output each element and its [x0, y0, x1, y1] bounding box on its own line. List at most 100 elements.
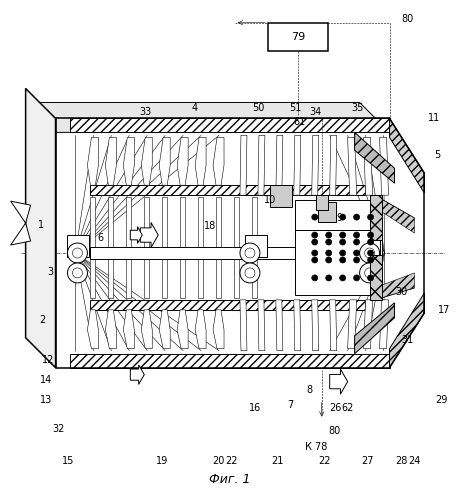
Polygon shape [177, 310, 188, 348]
Bar [90, 300, 364, 310]
Circle shape [339, 239, 345, 245]
Bar [294, 200, 379, 265]
Circle shape [325, 232, 331, 238]
Circle shape [325, 239, 331, 245]
Text: 62: 62 [341, 402, 353, 412]
Circle shape [311, 214, 317, 220]
Polygon shape [329, 300, 336, 350]
Text: 12: 12 [42, 354, 55, 364]
Text: 61: 61 [293, 118, 305, 128]
Polygon shape [162, 259, 167, 298]
Polygon shape [198, 197, 202, 247]
Circle shape [325, 250, 331, 256]
Text: 5: 5 [433, 150, 440, 160]
Text: 8: 8 [306, 384, 312, 394]
Circle shape [367, 250, 373, 256]
Polygon shape [354, 132, 394, 183]
Circle shape [367, 275, 373, 281]
Text: 33: 33 [139, 108, 151, 118]
Text: 9: 9 [336, 213, 342, 223]
Text: 3: 3 [47, 267, 54, 277]
Text: 80: 80 [328, 426, 340, 436]
Bar [317, 202, 335, 222]
Circle shape [339, 250, 345, 256]
Text: 50: 50 [251, 104, 263, 114]
Circle shape [311, 232, 317, 238]
Polygon shape [216, 259, 220, 298]
Circle shape [353, 250, 359, 256]
Circle shape [339, 275, 345, 281]
Polygon shape [195, 310, 206, 348]
Polygon shape [354, 303, 394, 354]
Circle shape [339, 214, 345, 220]
Polygon shape [195, 138, 206, 185]
Text: 2: 2 [39, 315, 45, 325]
Text: 32: 32 [52, 424, 65, 434]
Text: 22: 22 [318, 456, 330, 466]
Polygon shape [123, 138, 134, 185]
Polygon shape [141, 138, 152, 185]
Bar [269, 185, 291, 207]
Circle shape [240, 263, 259, 283]
Circle shape [367, 239, 373, 245]
Text: 13: 13 [40, 394, 53, 404]
Polygon shape [374, 273, 414, 300]
Polygon shape [126, 259, 131, 298]
Text: 24: 24 [408, 456, 420, 466]
Polygon shape [123, 310, 134, 348]
Bar [70, 118, 389, 132]
Circle shape [353, 214, 359, 220]
Circle shape [339, 257, 345, 263]
Polygon shape [363, 138, 372, 195]
Polygon shape [293, 300, 300, 350]
Polygon shape [87, 138, 98, 185]
Circle shape [311, 250, 317, 256]
Circle shape [311, 239, 317, 245]
Circle shape [359, 243, 379, 263]
Circle shape [67, 243, 87, 263]
Bar [70, 354, 389, 368]
Circle shape [325, 257, 331, 263]
Polygon shape [198, 259, 202, 298]
Polygon shape [234, 259, 239, 298]
Polygon shape [257, 300, 264, 350]
Polygon shape [293, 136, 300, 195]
Polygon shape [389, 293, 424, 368]
Bar [267, 22, 327, 50]
Text: 20: 20 [212, 456, 224, 466]
Circle shape [359, 263, 379, 283]
Text: 10: 10 [263, 195, 275, 205]
Polygon shape [389, 118, 424, 193]
Polygon shape [108, 259, 113, 298]
Polygon shape [11, 201, 31, 223]
Text: 31: 31 [400, 334, 413, 344]
Polygon shape [311, 300, 318, 350]
Polygon shape [162, 197, 167, 247]
Polygon shape [347, 300, 356, 348]
Text: 51: 51 [289, 104, 301, 114]
Circle shape [353, 275, 359, 281]
Polygon shape [26, 88, 56, 368]
Circle shape [311, 257, 317, 263]
Polygon shape [130, 365, 144, 384]
Circle shape [367, 257, 373, 263]
Polygon shape [177, 138, 188, 185]
Polygon shape [329, 369, 347, 394]
Polygon shape [379, 138, 388, 195]
Polygon shape [90, 259, 95, 298]
Text: 11: 11 [427, 114, 440, 124]
Circle shape [353, 257, 359, 263]
Text: 80: 80 [400, 14, 413, 24]
Polygon shape [105, 138, 116, 185]
Text: 21: 21 [271, 456, 283, 466]
Text: 19: 19 [156, 456, 168, 466]
Polygon shape [144, 197, 149, 247]
Polygon shape [363, 300, 372, 348]
Polygon shape [126, 197, 131, 247]
Text: 30: 30 [394, 287, 407, 297]
Bar [294, 230, 379, 295]
Polygon shape [347, 138, 356, 195]
Text: 14: 14 [40, 374, 53, 384]
Polygon shape [159, 138, 170, 185]
Polygon shape [240, 300, 246, 350]
